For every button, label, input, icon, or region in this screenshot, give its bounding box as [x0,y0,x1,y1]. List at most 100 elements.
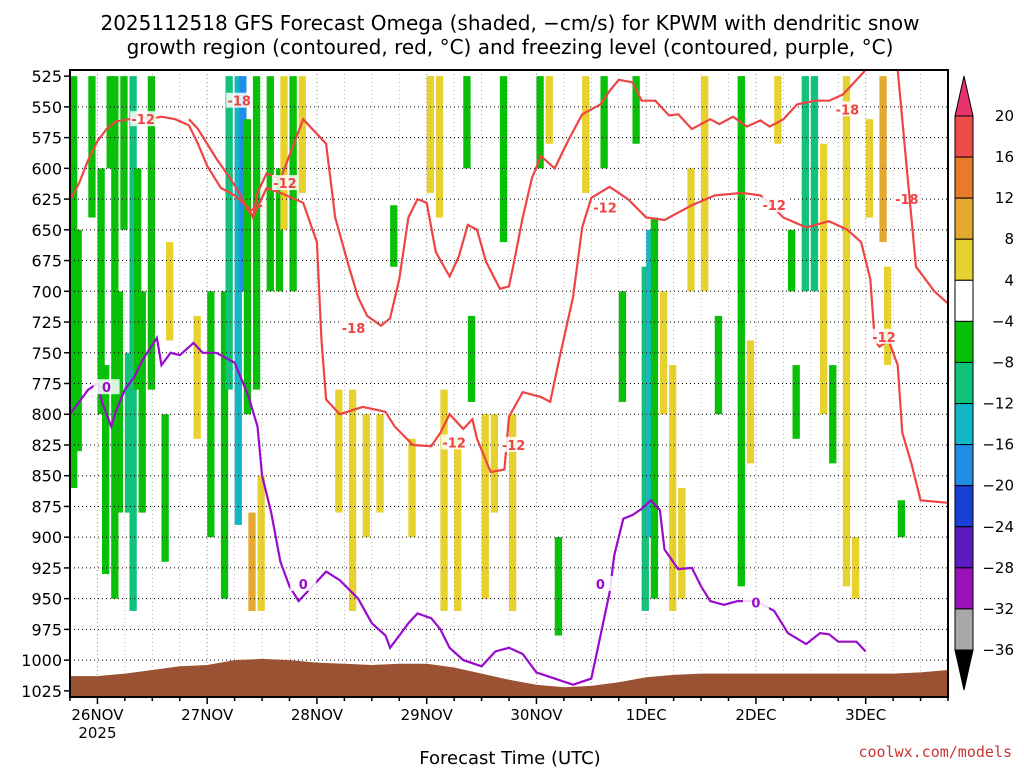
x-tick-label: 29NOV [401,706,454,724]
y-tick-label: 750 [31,344,62,363]
omega-cell [646,229,654,538]
colorbar-tick-label: −32 [982,600,1014,618]
omega-cell [879,76,887,243]
colorbar-tick-label: −8 [992,353,1014,371]
omega-cell [74,229,82,452]
colorbar-top-arrow [954,75,974,117]
colorbar-segment [954,279,974,322]
omega-cell [243,119,252,415]
contour-label-bg [893,191,920,207]
contour-line [251,185,948,504]
omega-cell [280,76,288,230]
y-tick-label: 725 [31,313,62,332]
omega-cell [390,205,398,267]
y-tick-label: 800 [31,405,62,424]
colorbar-tick-label: 16 [995,148,1014,166]
colorbar-tick-label: 4 [1004,271,1014,289]
omega-cell [193,315,201,439]
colorbar-tick-label: −4 [992,312,1014,330]
contour-label-bg [130,111,157,127]
colorbar-segment [954,156,974,199]
omega-cell [138,291,146,513]
contour-label: -18 [895,193,919,208]
colorbar-tick-label: −16 [982,436,1014,454]
omega-cell [248,512,256,611]
grid-lines [70,70,949,697]
plot-area: -18 -18 -18 -18 -12 -12 -12 -12 -12 -12 -12 0 0 0 0 [69,69,949,698]
x-tick-label: 28NOV [291,706,344,724]
colorbar-tick-label: −20 [982,477,1014,495]
y-tick-label: 850 [31,467,62,486]
colorbar-segment [954,403,974,446]
colorbar-segment [954,197,974,240]
colorbar-tick-label: −24 [982,518,1014,536]
contour-label: 0 [299,578,308,593]
x-axis-label: Forecast Time (UTC) [419,748,600,768]
omega-cell [687,168,695,292]
contour-label: 0 [102,381,111,396]
y-tick-label: 650 [31,221,62,240]
contour-label: -12 [593,202,617,217]
omega-cell [257,475,265,611]
y-tick-label: 825 [31,436,62,455]
x-tick-label: 26NOV [71,706,124,724]
terrain [70,658,948,697]
colorbar-segment [954,485,974,528]
omega-cell [810,76,819,292]
contour-line [188,118,263,213]
omega-cell [129,76,137,611]
x-tick-label: 1DEC [626,706,667,724]
x-tick-label: 3DEC [845,706,886,724]
omega-cell [678,488,686,599]
colorbar: 20 16 12 8 4 −4 −8 −12 −16 −20 −24 −28 −32 −36 [954,75,1014,691]
y-tick-label: 1025 [21,682,62,701]
omega-cell [426,76,435,193]
omega-cell [774,76,782,144]
colorbar-segment [954,320,974,363]
omega-cell [792,365,800,439]
contour-label: -12 [131,113,155,128]
contour-label-bg [870,328,897,344]
omega-cell [618,291,627,402]
contour-label-bg [441,434,468,450]
colorbar-tick-label: 20 [995,107,1014,125]
omega-cell [659,291,668,415]
contour-label: -12 [273,177,297,192]
y-tick-label: 675 [31,252,62,271]
contour-label: -18 [836,103,860,118]
omega-cell [252,76,261,390]
colorbar-tick-label: −12 [982,395,1014,413]
omega-cell [490,414,499,513]
omega-cell [632,76,640,144]
colorbar-bottom-arrow [954,649,974,691]
contour-label-bg [271,175,298,191]
terrain-surface [70,658,948,697]
omega-cell [454,438,462,611]
omega-cell [348,389,357,611]
colorbar-tick-label: −36 [982,641,1014,659]
y-tick-label: 1000 [21,651,62,670]
contour-label-bg [290,575,317,591]
x-tick-label: 27NOV [181,706,234,724]
contour-label-bg [587,575,614,591]
colorbar-segment [954,567,974,610]
colorbar-segment [954,444,974,487]
contour-label: -12 [872,331,896,346]
omega-cell [819,143,828,415]
y-tick-label: 875 [31,497,62,516]
omega-cell [147,76,156,390]
contour-label: -12 [502,439,526,454]
contour-line [70,335,867,686]
omega-shading [70,76,906,636]
omega-cell [842,76,851,587]
y-tick-label: 775 [31,375,62,394]
omega-cell [124,352,133,513]
omega-cell [582,76,590,193]
omega-cell [106,76,114,169]
omega-cell [234,76,242,525]
omega-cell [298,76,306,193]
colorbar-segment [954,608,974,651]
omega-cell [787,229,796,292]
